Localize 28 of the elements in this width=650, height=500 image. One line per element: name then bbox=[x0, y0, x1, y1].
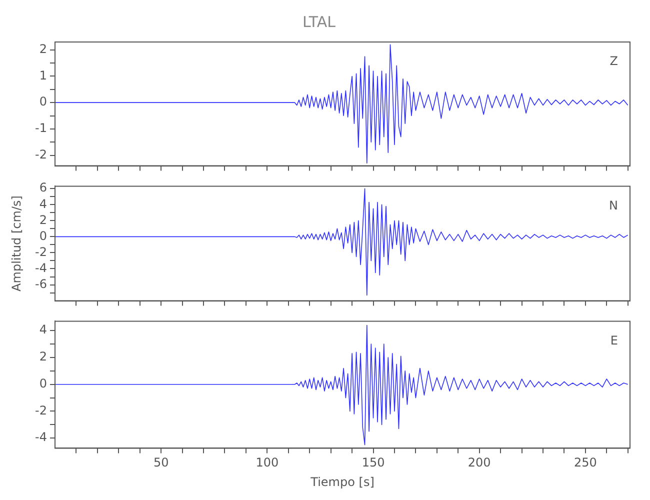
text: E bbox=[610, 333, 618, 348]
y-tick-label: 2 bbox=[39, 42, 47, 56]
x-tick-label: 200 bbox=[468, 456, 491, 470]
chart-title: LTAL bbox=[302, 12, 336, 31]
x-tick-label: 100 bbox=[256, 456, 279, 470]
y-tick-label: 0 bbox=[39, 94, 47, 109]
series-label: N bbox=[609, 198, 618, 212]
y-tick-label: -6 bbox=[35, 276, 47, 291]
y-axis-title: Amplitud [cm/s] bbox=[9, 196, 24, 292]
y-tick-label: -1 bbox=[35, 121, 47, 136]
y-tick-label: 0 bbox=[39, 228, 47, 243]
y-tick-label: -2 bbox=[35, 244, 47, 259]
y-tick-label: -2 bbox=[35, 403, 47, 418]
y-tick-label: 6 bbox=[39, 180, 47, 195]
y-tick-label: 2 bbox=[39, 350, 47, 364]
x-tick-label: 50 bbox=[153, 456, 169, 470]
y-tick-label: 4 bbox=[39, 322, 47, 337]
y-tick-label: 0 bbox=[39, 376, 47, 390]
x-tick-label: 150 bbox=[362, 456, 385, 470]
text: Z bbox=[610, 54, 618, 68]
y-tick-label: -2 bbox=[35, 147, 47, 162]
y-tick-label: 2 bbox=[39, 212, 47, 227]
y-tick-label: -4 bbox=[35, 260, 47, 275]
y-tick-label: 4 bbox=[39, 196, 47, 211]
y-tick-label: -4 bbox=[35, 430, 47, 444]
x-tick-label: 250 bbox=[574, 456, 597, 470]
y-tick-label: 1 bbox=[39, 68, 47, 82]
x-axis-title: Tiempo [s] bbox=[310, 474, 374, 489]
